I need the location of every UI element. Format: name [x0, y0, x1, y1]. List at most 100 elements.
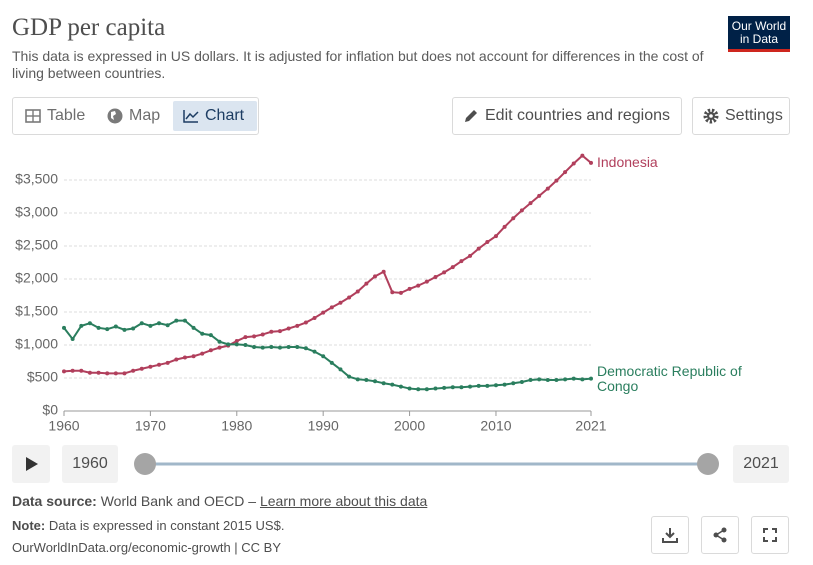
data-point — [217, 345, 222, 350]
data-point — [390, 382, 395, 387]
button-label: Edit countries and regions — [485, 107, 670, 124]
source: Data source: World Bank and OECD – Learn… — [12, 493, 427, 509]
data-point — [554, 178, 559, 183]
data-point — [468, 253, 473, 258]
data-point — [62, 325, 66, 330]
data-point — [355, 289, 360, 294]
data-point — [87, 321, 92, 326]
edit-button[interactable]: Edit countries and regions — [452, 97, 682, 135]
y-tick-label: $2,000 — [15, 270, 58, 286]
data-point — [364, 377, 369, 382]
series-line — [63, 154, 592, 375]
data-point — [545, 186, 550, 191]
data-point — [174, 318, 179, 323]
source-label: Data source: — [12, 493, 97, 509]
data-point — [277, 329, 282, 334]
data-point — [537, 377, 542, 382]
tab[interactable]: Map — [107, 101, 160, 131]
data-point — [182, 355, 187, 360]
data-point — [312, 315, 317, 320]
data-point — [321, 354, 326, 359]
y-tick-label: $3,000 — [15, 204, 58, 220]
y-tick-label: $1,500 — [15, 303, 58, 319]
note: Note: Data is expressed in constant 2015… — [12, 518, 284, 533]
data-point — [79, 368, 84, 373]
data-point — [70, 337, 75, 342]
data-point — [407, 386, 412, 391]
data-point — [338, 300, 343, 305]
data-point — [347, 295, 352, 300]
note-text: Data is expressed in constant 2015 US$. — [48, 518, 285, 533]
data-point — [62, 369, 66, 374]
data-point — [580, 377, 585, 382]
timeline-handle[interactable] — [697, 453, 719, 475]
gear-icon — [703, 108, 719, 124]
data-point — [295, 344, 300, 349]
data-point — [113, 324, 118, 329]
tab[interactable]: Table — [25, 101, 85, 131]
logo[interactable]: Our World in Data — [728, 16, 790, 52]
data-point — [234, 342, 239, 347]
source-link[interactable]: Learn more about this data — [259, 493, 428, 509]
data-point — [589, 376, 593, 381]
y-tick-label: $3,500 — [15, 171, 58, 187]
title: GDP per capita — [12, 14, 166, 41]
chart-icon — [183, 110, 199, 123]
data-point — [416, 283, 421, 288]
data-point — [260, 332, 265, 337]
tab-label: Map — [129, 107, 161, 124]
download-icon — [662, 528, 678, 543]
data-point — [485, 383, 490, 388]
data-point — [563, 170, 568, 175]
data-point — [373, 379, 378, 384]
x-tick-label: 1990 — [308, 418, 339, 434]
tab-label: Chart — [205, 107, 245, 124]
data-point — [286, 326, 291, 331]
data-point — [571, 161, 576, 166]
series-label: Indonesia — [597, 154, 658, 171]
data-point — [476, 246, 481, 251]
data-point — [200, 331, 205, 336]
data-point — [347, 374, 352, 379]
share-button[interactable] — [701, 516, 739, 554]
fullscreen-button[interactable] — [751, 516, 789, 554]
data-point — [398, 384, 403, 389]
button-label: Settings — [725, 107, 783, 124]
data-point — [79, 323, 84, 328]
series-line — [63, 319, 592, 391]
data-point — [407, 286, 412, 291]
data-point — [381, 381, 386, 386]
map-icon — [107, 108, 123, 124]
data-point — [226, 342, 231, 347]
tab[interactable]: Chart — [173, 101, 257, 131]
data-point — [113, 371, 118, 376]
data-point — [511, 216, 516, 221]
data-point — [528, 201, 533, 206]
data-point — [131, 326, 136, 331]
settings-button[interactable]: Settings — [692, 97, 790, 135]
download-button[interactable] — [651, 516, 689, 554]
data-point — [105, 327, 110, 332]
data-point — [217, 339, 222, 344]
data-point — [442, 270, 447, 275]
table-icon — [25, 109, 41, 123]
data-point — [459, 385, 464, 390]
data-point — [424, 279, 429, 284]
data-point — [537, 193, 542, 198]
tab-label: Table — [47, 107, 86, 124]
data-point — [589, 160, 593, 165]
play-button[interactable] — [12, 445, 50, 483]
data-point — [165, 360, 170, 365]
data-point — [122, 371, 127, 376]
data-point — [122, 327, 127, 332]
y-tick-label: $2,500 — [15, 237, 58, 253]
data-point — [450, 265, 455, 270]
data-point — [433, 275, 438, 280]
data-point — [580, 153, 585, 158]
x-tick-label: 2000 — [394, 418, 425, 434]
data-point — [96, 370, 101, 375]
timeline-handle[interactable] — [134, 453, 156, 475]
data-point — [416, 387, 421, 392]
data-point — [96, 325, 101, 330]
